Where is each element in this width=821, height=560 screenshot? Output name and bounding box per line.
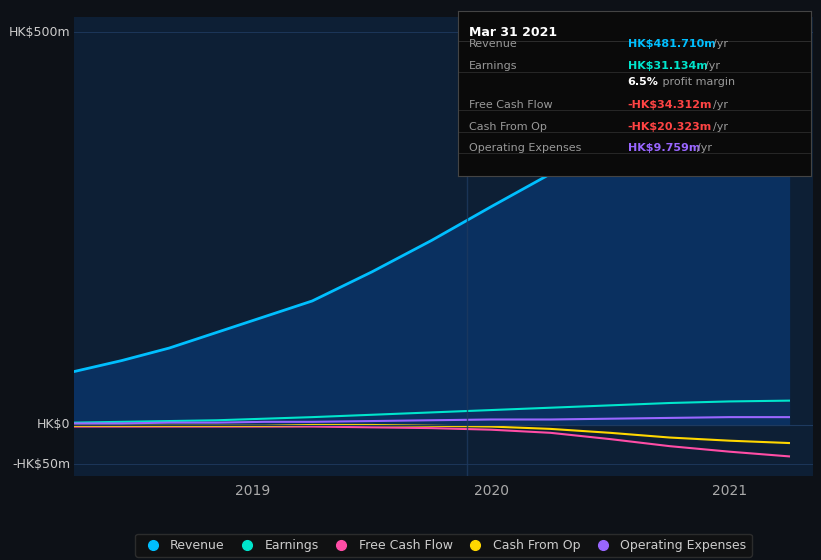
Text: Free Cash Flow: Free Cash Flow (469, 100, 553, 110)
Text: Operating Expenses: Operating Expenses (469, 143, 581, 153)
Text: -HK$34.312m: -HK$34.312m (627, 100, 712, 110)
Text: HK$0: HK$0 (37, 418, 70, 431)
Legend: Revenue, Earnings, Free Cash Flow, Cash From Op, Operating Expenses: Revenue, Earnings, Free Cash Flow, Cash … (135, 534, 751, 557)
Text: Mar 31 2021: Mar 31 2021 (469, 26, 557, 39)
Text: /yr: /yr (713, 100, 728, 110)
Text: 6.5%: 6.5% (627, 77, 658, 87)
Text: Revenue: Revenue (469, 39, 517, 49)
Text: HK$31.134m: HK$31.134m (627, 60, 708, 71)
Text: HK$481.710m: HK$481.710m (627, 39, 715, 49)
Text: Earnings: Earnings (469, 60, 517, 71)
Text: HK$9.759m: HK$9.759m (627, 143, 700, 153)
Text: /yr: /yr (698, 143, 713, 153)
Text: -HK$20.323m: -HK$20.323m (627, 122, 712, 132)
Text: Cash From Op: Cash From Op (469, 122, 547, 132)
Text: /yr: /yr (713, 39, 728, 49)
Text: /yr: /yr (705, 60, 720, 71)
Text: /yr: /yr (713, 122, 728, 132)
Text: -HK$50m: -HK$50m (12, 458, 70, 471)
Text: HK$500m: HK$500m (8, 26, 70, 39)
Text: profit margin: profit margin (658, 77, 735, 87)
